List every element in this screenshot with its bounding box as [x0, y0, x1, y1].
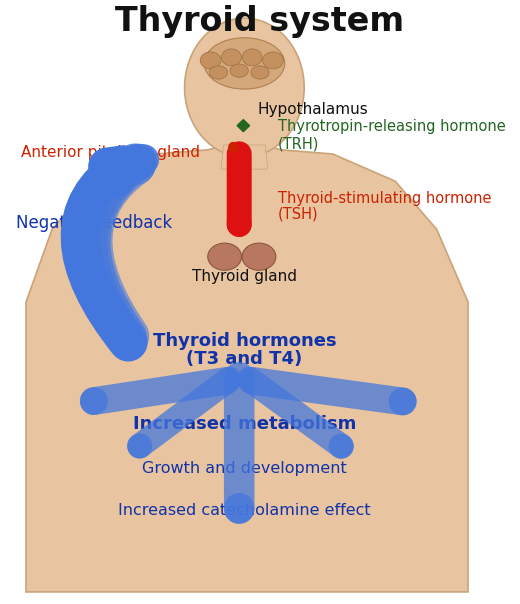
FancyArrowPatch shape	[140, 379, 229, 446]
Ellipse shape	[251, 66, 269, 79]
Ellipse shape	[242, 243, 276, 271]
Circle shape	[185, 18, 304, 157]
Text: Thyrotropin-releasing hormone: Thyrotropin-releasing hormone	[278, 120, 506, 134]
Text: Thyroid-stimulating hormone: Thyroid-stimulating hormone	[278, 191, 492, 205]
Ellipse shape	[242, 49, 262, 66]
FancyArrowPatch shape	[92, 164, 135, 336]
FancyArrowPatch shape	[94, 381, 226, 401]
Polygon shape	[26, 145, 468, 592]
Text: Growth and development: Growth and development	[142, 461, 347, 475]
Ellipse shape	[230, 64, 249, 77]
Polygon shape	[237, 120, 250, 132]
Text: Thyroid hormones: Thyroid hormones	[152, 332, 336, 350]
Text: (T3 and T4): (T3 and T4)	[186, 350, 303, 368]
Text: (TSH): (TSH)	[278, 207, 319, 222]
Ellipse shape	[263, 52, 283, 69]
Polygon shape	[221, 145, 268, 169]
Text: Increased catecholamine effect: Increased catecholamine effect	[118, 503, 371, 518]
Ellipse shape	[222, 49, 241, 66]
Ellipse shape	[204, 37, 285, 89]
Text: Hypothalamus: Hypothalamus	[257, 103, 368, 117]
Ellipse shape	[209, 66, 228, 79]
Text: Thyroid system: Thyroid system	[115, 5, 405, 37]
FancyArrowPatch shape	[249, 379, 341, 446]
Text: Increased metabolism: Increased metabolism	[133, 415, 356, 433]
Text: (TRH): (TRH)	[278, 137, 320, 151]
Text: Thyroid gland: Thyroid gland	[192, 269, 297, 283]
Ellipse shape	[200, 52, 221, 69]
FancyArrowPatch shape	[93, 162, 139, 336]
FancyArrowPatch shape	[252, 381, 403, 402]
FancyArrowPatch shape	[92, 159, 144, 333]
Ellipse shape	[207, 243, 241, 271]
Circle shape	[229, 143, 237, 152]
Text: Negative feedback: Negative feedback	[16, 214, 172, 233]
Text: Anterior pituitary gland: Anterior pituitary gland	[21, 145, 200, 159]
